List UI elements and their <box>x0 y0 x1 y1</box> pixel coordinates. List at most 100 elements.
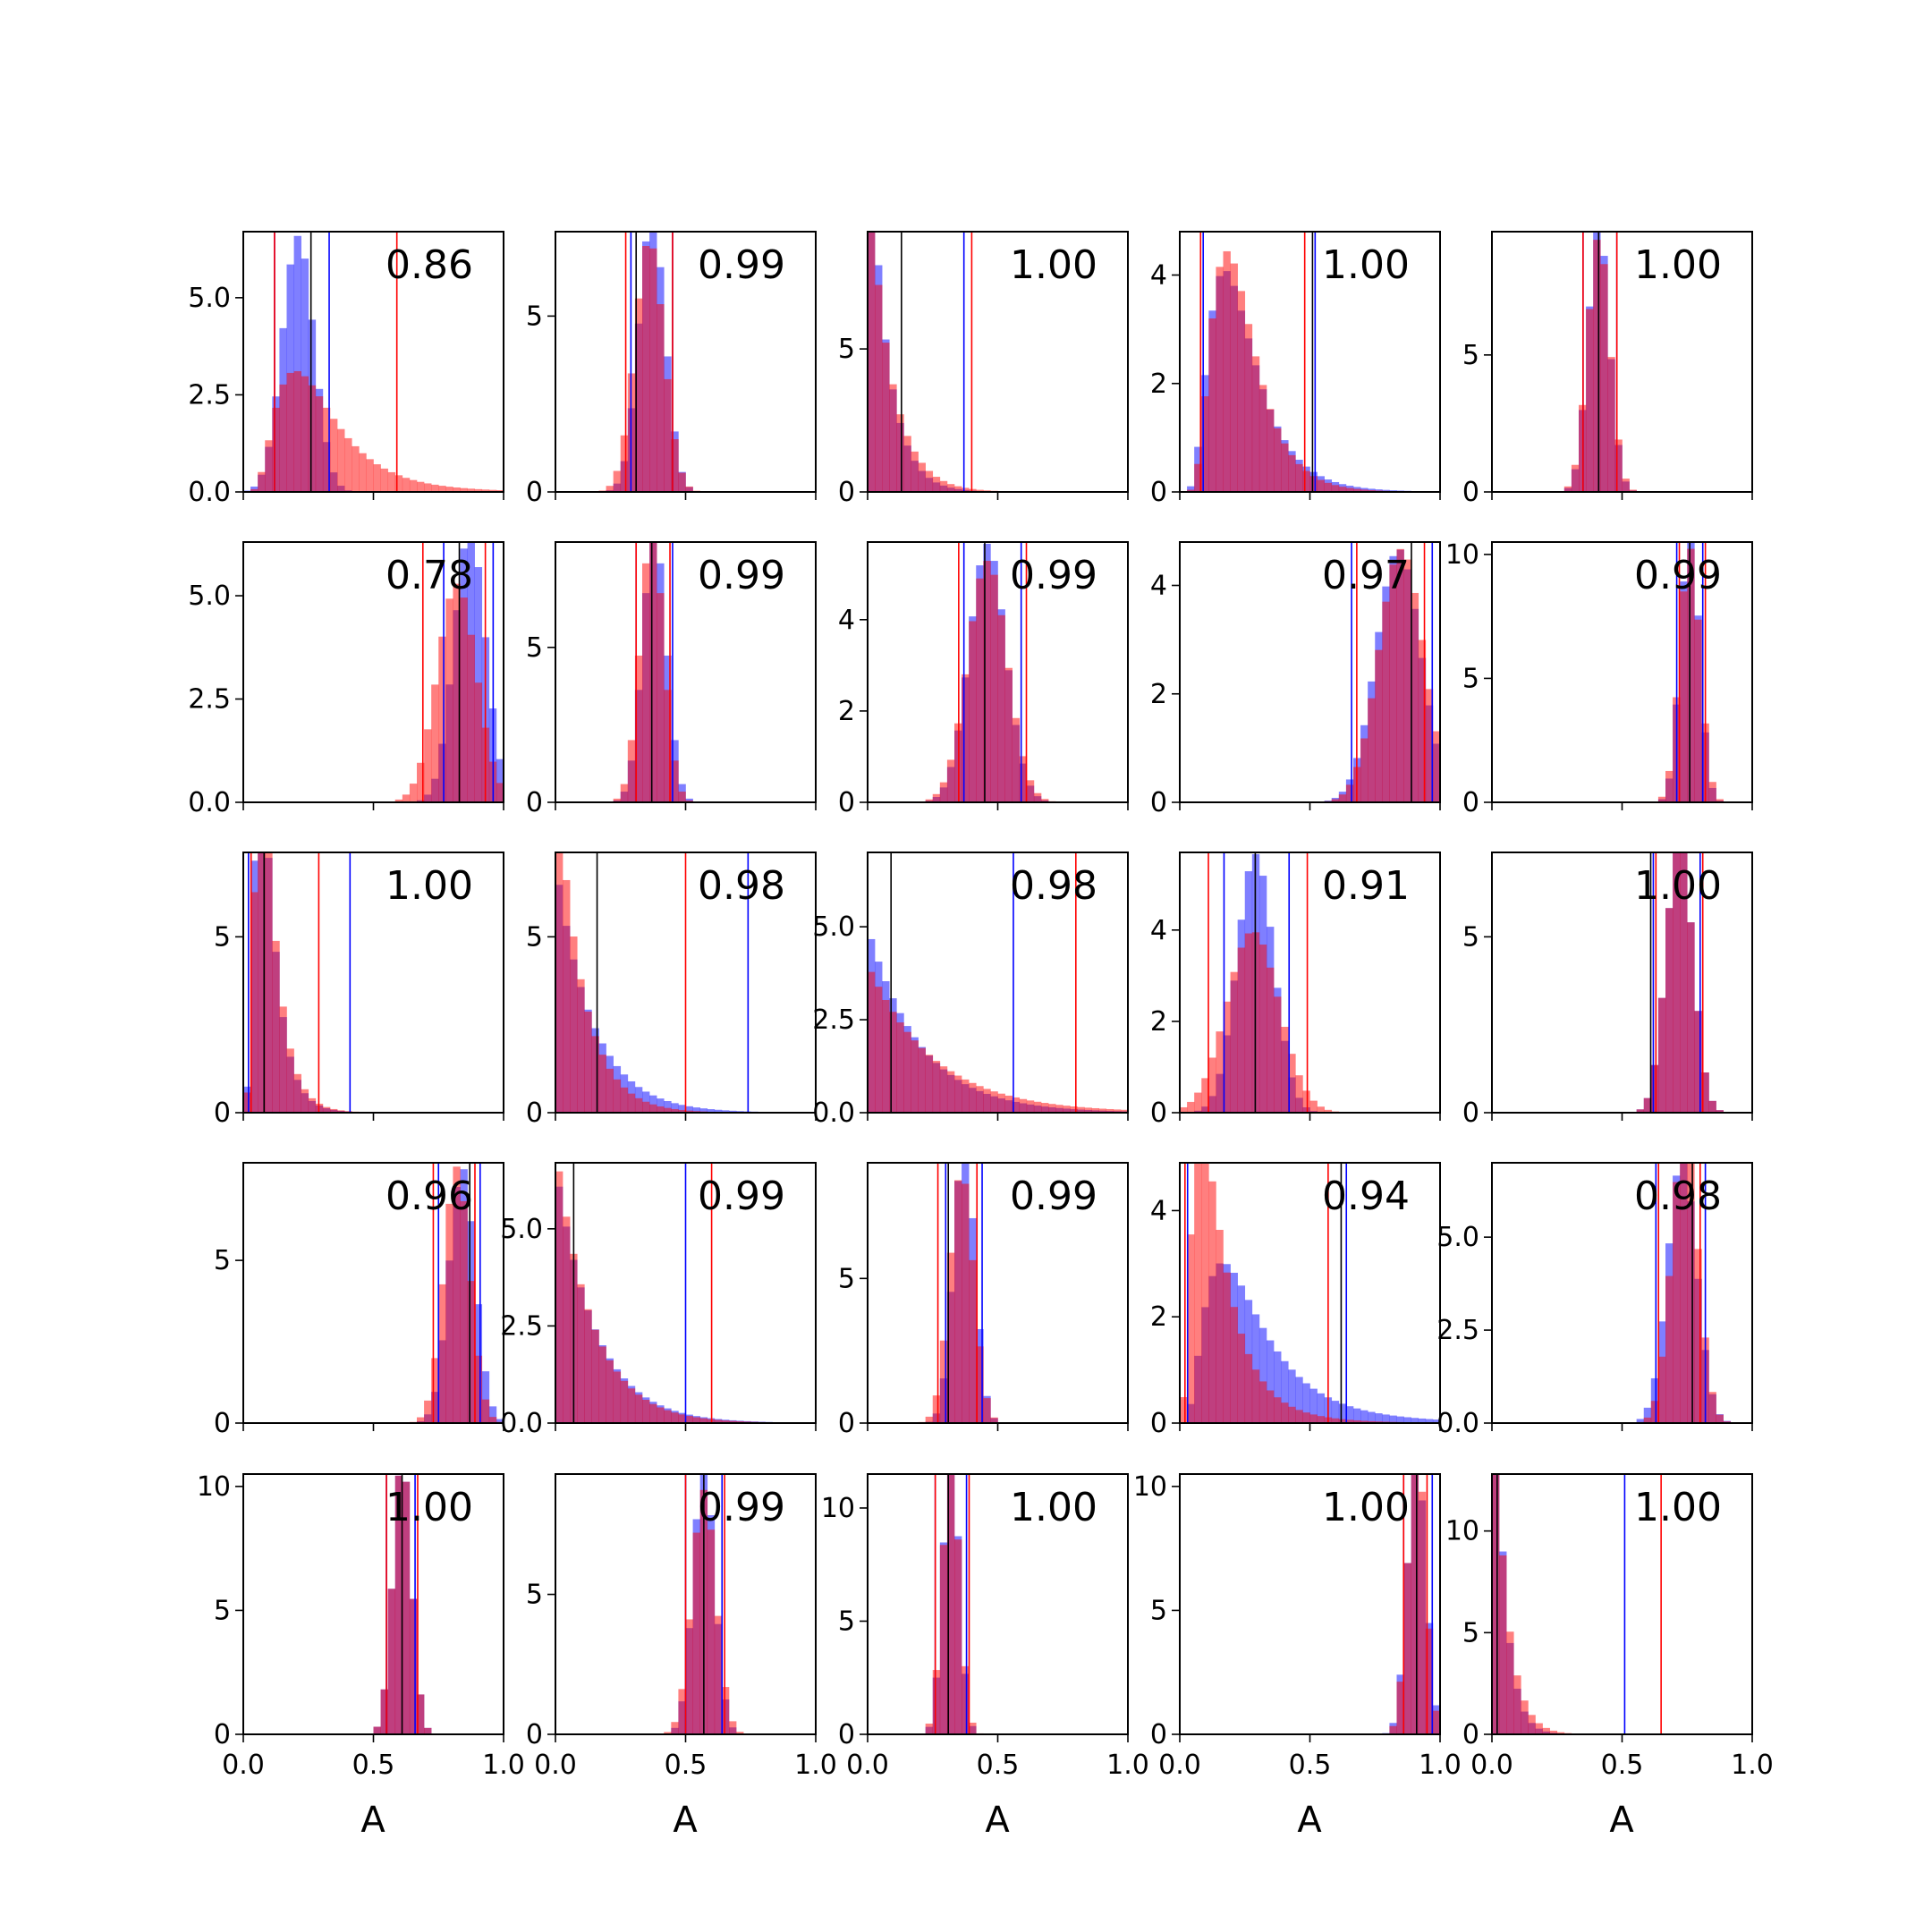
panel-stat-label: 1.00 <box>1322 242 1410 288</box>
panel-1-5: 051.00 <box>1462 231 1753 508</box>
blue-histogram-bar <box>671 1103 679 1113</box>
red-histogram-bar <box>1506 1631 1514 1734</box>
y-tick-label: 5 <box>214 1595 231 1626</box>
y-tick-label: 5 <box>526 632 543 664</box>
red-histogram-bar <box>954 1075 962 1113</box>
x-tick-label: 0.5 <box>977 1750 1020 1781</box>
red-histogram-bar <box>642 1399 650 1423</box>
y-tick-label: 5 <box>1462 340 1479 371</box>
panel-3-4: 0 2 4 0.91 <box>1150 852 1441 1129</box>
panel-stat-label: 0.99 <box>698 1174 785 1219</box>
red-histogram-bar <box>1041 1103 1049 1113</box>
red-histogram-bar <box>685 1619 693 1734</box>
red-histogram-bar <box>1012 1097 1021 1113</box>
red-histogram-bar <box>976 578 984 802</box>
red-histogram-bar <box>946 759 955 802</box>
panel-stat-label: 0.99 <box>698 1485 785 1530</box>
panel-1-4: 0 2 4 1.00 <box>1150 231 1441 508</box>
red-histogram-bar <box>1223 1001 1231 1113</box>
red-histogram-bar <box>939 1545 948 1734</box>
y-tick-label: 0 <box>838 477 855 508</box>
y-tick-label: 2.5 <box>500 1310 543 1342</box>
red-histogram-bar <box>1194 1092 1202 1113</box>
red-histogram-bar <box>1636 1109 1645 1113</box>
red-histogram-bar <box>1403 1563 1411 1734</box>
red-histogram-bar <box>1650 1401 1659 1423</box>
red-histogram-bar <box>1317 1416 1325 1423</box>
red-histogram-bar <box>258 471 266 492</box>
red-histogram-bar <box>1223 250 1231 492</box>
histogram-bars <box>1187 232 1434 492</box>
x-axis-label: A <box>1609 1800 1634 1841</box>
panel-stat-label: 0.78 <box>386 553 473 598</box>
red-histogram-bar <box>925 1724 934 1734</box>
blue-histogram-bar <box>1338 1403 1347 1423</box>
panel-stat-label: 0.91 <box>1322 863 1410 909</box>
x-tick-label: 1.0 <box>482 1750 525 1781</box>
red-histogram-bar <box>481 1399 490 1423</box>
y-tick-label: 5 <box>838 1606 855 1637</box>
histogram-bars <box>918 1163 1005 1423</box>
red-histogram-bar <box>591 1329 599 1423</box>
red-histogram-bar <box>1302 1090 1310 1113</box>
red-histogram-bar <box>1665 1275 1674 1423</box>
red-histogram-bar <box>1680 852 1688 1113</box>
red-histogram-bar <box>685 800 693 802</box>
red-histogram-bar <box>671 1722 679 1734</box>
y-tick-label: 0.0 <box>188 477 231 508</box>
red-histogram-bar <box>1360 738 1368 802</box>
red-histogram-bar <box>1201 1078 1209 1113</box>
panel-stat-label: 0.99 <box>698 553 785 598</box>
red-histogram-bar <box>431 1358 439 1423</box>
red-histogram-bar <box>707 1530 716 1734</box>
red-histogram-bar <box>431 484 439 492</box>
panel-stat-label: 0.99 <box>1010 1174 1097 1219</box>
red-histogram-bar <box>308 385 317 492</box>
red-histogram-bar <box>1673 852 1681 1113</box>
red-histogram-bar <box>301 1089 309 1113</box>
red-histogram-bar <box>1680 591 1688 802</box>
red-histogram-bar <box>1432 1710 1440 1734</box>
y-tick-label: 5 <box>838 1263 855 1294</box>
histogram-bars <box>1317 542 1440 802</box>
panel-4-1: 050.96 <box>214 1162 504 1439</box>
blue-histogram-bar <box>1331 1401 1340 1423</box>
y-tick-label: 0 <box>1150 1719 1167 1750</box>
red-histogram-bar <box>1237 291 1246 492</box>
red-histogram-bar <box>1201 396 1209 492</box>
red-histogram-bar <box>438 486 446 492</box>
y-tick-label: 0 <box>1462 1097 1479 1129</box>
red-histogram-bar <box>1331 1418 1340 1423</box>
red-histogram-bar <box>1295 1075 1303 1113</box>
red-histogram-bar <box>613 470 622 492</box>
red-histogram-bar <box>481 489 490 492</box>
y-tick-label: 5 <box>1462 1617 1479 1648</box>
red-histogram-bar <box>409 479 418 492</box>
red-histogram-bar <box>1041 799 1049 802</box>
red-histogram-bar <box>438 636 446 802</box>
blue-histogram-bar <box>1187 486 1195 492</box>
red-histogram-bar <box>424 483 432 492</box>
y-tick-label: 0 <box>214 1719 231 1750</box>
red-histogram-bar <box>1180 1397 1188 1423</box>
red-histogram-bar <box>293 370 301 492</box>
red-histogram-bar <box>394 1475 403 1734</box>
red-histogram-bar <box>445 1203 453 1423</box>
red-histogram-bar <box>1281 1402 1289 1423</box>
red-histogram-bar <box>1244 933 1253 1113</box>
red-histogram-bar <box>445 598 453 802</box>
red-histogram-bar <box>1251 1369 1260 1423</box>
red-histogram-bar <box>409 784 418 802</box>
red-histogram-bar <box>1338 794 1347 802</box>
red-histogram-bar <box>366 459 374 492</box>
red-histogram-bar <box>1345 784 1354 802</box>
y-tick-label: 0.0 <box>500 1408 543 1439</box>
red-histogram-bar <box>1324 1109 1333 1113</box>
red-histogram-bar <box>649 542 657 802</box>
panel-3-3: 0.0 2.5 5.0 0.98 <box>812 852 1129 1129</box>
red-histogram-bar <box>265 853 273 1113</box>
red-histogram-bar <box>577 1284 585 1423</box>
red-histogram-bar <box>417 1417 425 1423</box>
red-histogram-bar <box>714 1419 723 1423</box>
blue-histogram-bar <box>1403 1417 1411 1423</box>
